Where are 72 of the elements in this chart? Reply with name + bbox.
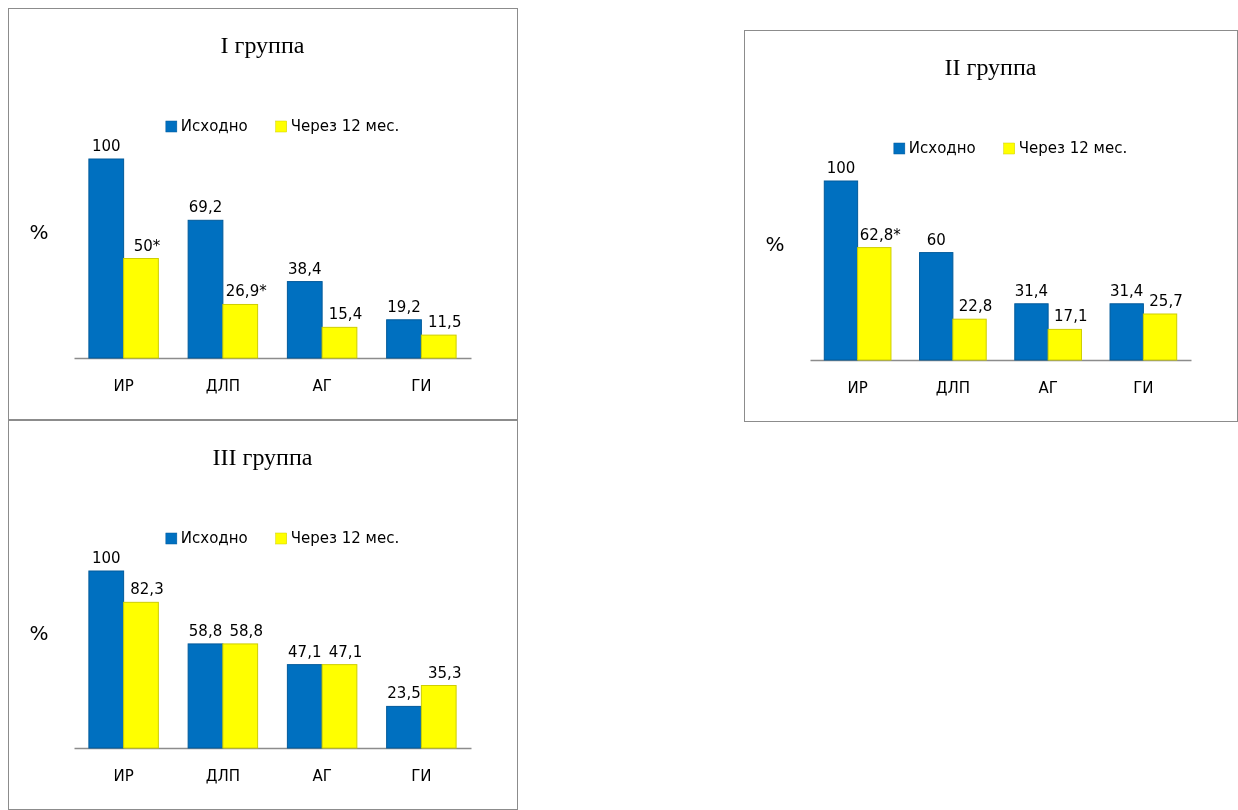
x-tick-label: ИР (113, 766, 134, 785)
data-label: 22,8 (958, 297, 993, 316)
x-tick-label: АГ (312, 766, 332, 785)
bar (222, 303, 259, 359)
chart-title: I группа (220, 32, 305, 58)
bar (286, 664, 323, 749)
legend-label: Исходно (908, 139, 976, 157)
data-label: 38,4 (288, 259, 322, 278)
data-label: 100 (826, 159, 856, 177)
data-label: 47,1 (328, 642, 363, 661)
data-label: 58,8 (188, 621, 223, 640)
data-label: 25,7 (1149, 292, 1183, 310)
data-label: 60 (926, 230, 946, 249)
data-label: 35,3 (428, 663, 462, 682)
bar (187, 643, 224, 749)
data-label: 11,5 (428, 313, 462, 332)
x-tick-label: ДЛП (935, 378, 971, 397)
bar (919, 252, 954, 361)
bar (123, 601, 159, 749)
data-label: 23,5 (387, 684, 421, 703)
bar (123, 258, 159, 359)
x-tick-label: ИР (847, 378, 868, 397)
legend-label: Исходно (180, 117, 248, 135)
data-label: 69,2 (188, 198, 223, 217)
x-tick-label: ИР (113, 376, 134, 395)
y-axis-title: % (29, 620, 49, 645)
x-tick-label: ДЛП (205, 766, 241, 785)
bar (420, 685, 457, 749)
bar (286, 281, 323, 359)
data-label: 15,4 (328, 305, 363, 324)
bar (952, 318, 987, 361)
data-label: 50* (133, 236, 161, 255)
x-tick-label: ДЛП (205, 376, 241, 395)
data-label: 82,3 (130, 580, 164, 599)
bar (1047, 328, 1082, 361)
bar (1014, 303, 1049, 361)
bar (386, 705, 422, 749)
bar (321, 664, 358, 749)
x-tick-label: ГИ (1133, 378, 1154, 397)
chart-title: II группа (944, 54, 1037, 80)
data-label: 62,8* (859, 225, 902, 244)
chart-title: III группа (212, 444, 313, 470)
x-tick-label: ГИ (411, 376, 432, 395)
y-axis-title: % (29, 219, 49, 244)
bar (857, 247, 892, 361)
legend-label: Через 12 мес. (1018, 139, 1128, 157)
data-label: 47,1 (288, 642, 322, 661)
data-label: 58,8 (229, 621, 263, 640)
x-tick-label: АГ (312, 376, 332, 395)
bar (420, 334, 457, 359)
x-tick-label: АГ (1038, 378, 1058, 397)
data-label: 31,4 (1014, 281, 1049, 300)
bar (1109, 303, 1144, 361)
legend-label: Через 12 мес. (290, 529, 400, 547)
data-label: 100 (91, 137, 121, 155)
legend-label: Через 12 мес. (290, 117, 400, 135)
data-label: 26,9* (225, 282, 268, 301)
x-tick-label: ГИ (411, 766, 432, 785)
data-label: 17,1 (1054, 307, 1088, 326)
legend-label: Исходно (180, 529, 248, 547)
data-label: 19,2 (387, 297, 421, 316)
bar (222, 643, 259, 749)
bar (187, 219, 224, 359)
bar (88, 570, 125, 749)
bar (321, 326, 358, 359)
bar (1142, 313, 1178, 361)
y-axis-title: % (765, 231, 785, 256)
data-label: 100 (91, 549, 121, 567)
data-label: 31,4 (1110, 281, 1144, 300)
bar (386, 319, 422, 359)
bar (823, 180, 859, 361)
bar (88, 158, 125, 359)
